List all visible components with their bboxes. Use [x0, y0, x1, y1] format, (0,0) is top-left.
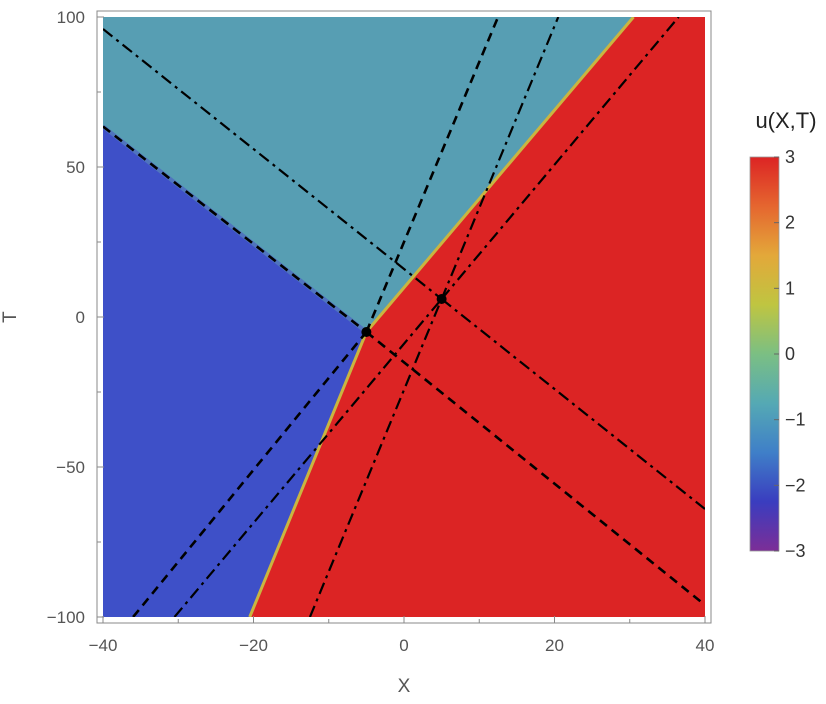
x-axis: −40 −20 0 20 40 [89, 616, 715, 655]
x-tick-label: −20 [239, 636, 268, 655]
y-axis: −100 −50 0 50 100 [47, 8, 104, 627]
legend-tick-label: −3 [785, 541, 806, 561]
legend-ticks: 3 2 1 0 −1 −2 −3 [774, 147, 806, 561]
dash-dot-line [440, 17, 680, 300]
dash-dot-line [308, 298, 443, 617]
regions [103, 17, 705, 617]
legend-tick-label: −2 [785, 475, 806, 495]
y-tick-label: 0 [76, 308, 85, 327]
x-tick-label: 40 [696, 636, 715, 655]
dash-dot-line [440, 298, 705, 510]
color-legend: u(X,T) 3 2 1 0 −1 −2 −3 [749, 108, 817, 561]
dash-dot-line [440, 17, 560, 300]
plot-area [96, 10, 712, 624]
legend-title: u(X,T) [755, 108, 816, 133]
region-u-3 [249, 17, 705, 617]
y-tick-label: 100 [57, 8, 85, 27]
legend-tick-label: 3 [785, 147, 795, 167]
x-axis-label: X [398, 676, 411, 697]
x-tick-label: 0 [399, 636, 408, 655]
dashed-line [365, 330, 705, 607]
shock-boundary-upper [365, 17, 635, 333]
axes: −40 −20 0 20 40 −100 −50 0 50 100 X T [0, 8, 714, 697]
characteristic-lines [103, 17, 705, 617]
region-u--2 [103, 126, 367, 617]
y-tick-label: −50 [56, 458, 85, 477]
intersection-point [436, 294, 447, 304]
legend-tick-label: 0 [785, 344, 795, 364]
legend-tick-label: 1 [785, 278, 795, 298]
legend-tick-label: −1 [785, 410, 806, 430]
y-tick-label: −100 [47, 608, 85, 627]
x-tick-label: 20 [545, 636, 564, 655]
dashed-line [103, 125, 368, 334]
y-tick-label: 50 [66, 158, 85, 177]
legend-tick-label: 2 [785, 213, 795, 233]
region-u--1 [103, 17, 634, 332]
dash-dot-line [173, 298, 443, 617]
x-tick-label: −40 [89, 636, 118, 655]
dashed-line [132, 331, 368, 617]
shock-boundary-lower [248, 331, 368, 617]
intersection-point [361, 327, 372, 337]
y-axis-label: T [0, 311, 21, 323]
dashed-line [365, 17, 500, 333]
intersection-points [361, 294, 447, 337]
dash-dot-line [103, 28, 443, 300]
